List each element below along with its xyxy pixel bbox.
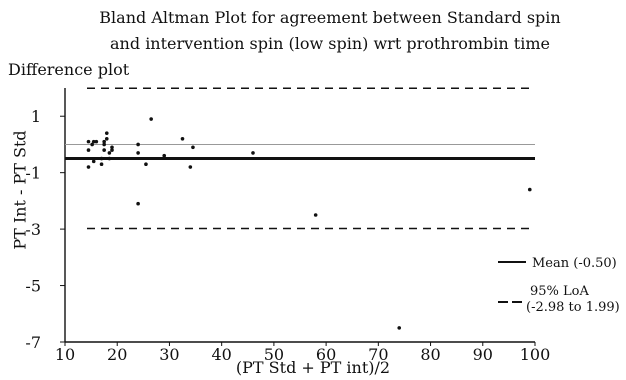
x-tick-label: 70 [368,345,388,364]
data-point [104,137,109,141]
data-point [90,142,94,147]
data-point [188,165,193,169]
data-point [94,139,99,144]
x-tick-label: 50 [264,345,284,364]
data-point [144,162,148,166]
data-point [527,187,532,192]
data-point [191,145,195,150]
x-tick-label: 20 [107,345,127,364]
y-tick-label: 1 [31,107,41,126]
data-point [107,151,112,155]
x-tick-label: 30 [159,345,179,364]
y-tick-label: -1 [25,164,41,183]
data-point [162,153,167,158]
data-point [136,151,140,155]
x-tick-label: 80 [420,345,440,364]
y-tick-label: -7 [25,333,41,352]
data-point [313,213,318,217]
data-point [99,162,104,166]
data-point [110,145,114,150]
x-tick-label: 10 [55,345,75,364]
x-tick-label: 100 [520,345,551,364]
data-point [107,156,112,161]
x-axis-label: (PT Std + PT int)/2 [235,358,391,377]
y-tick-label: -3 [25,220,41,239]
data-point [86,148,91,152]
data-point [251,151,255,155]
data-point [102,142,106,147]
data-point [136,201,140,206]
legend-mean-label: Mean (-0.50) [532,256,617,271]
x-tick-label: 90 [473,345,493,364]
y-tick-label: -5 [25,277,41,296]
data-point [91,159,96,164]
data-point [102,139,106,144]
data-point [91,139,96,144]
data-point [102,148,106,152]
chart-title-line-2: and intervention spin (low spin) wrt pro… [110,34,550,53]
data-point [104,131,109,135]
data-point [110,148,114,152]
data-point [397,326,402,330]
x-tick-label: 40 [211,345,231,364]
x-tick-label: 60 [316,345,336,364]
data-point [86,165,91,169]
data-point [86,139,91,144]
data-point [149,117,153,121]
data-point [180,137,185,141]
legend-loa-label: 95% LoA [530,284,589,299]
data-point [99,156,104,161]
chart-title-line-1: Bland Altman Plot for agreement between … [99,8,561,27]
data-point [136,142,140,147]
legend-loa-range: (-2.98 to 1.99) [526,300,620,315]
chart-subtitle: Difference plot [8,60,130,79]
